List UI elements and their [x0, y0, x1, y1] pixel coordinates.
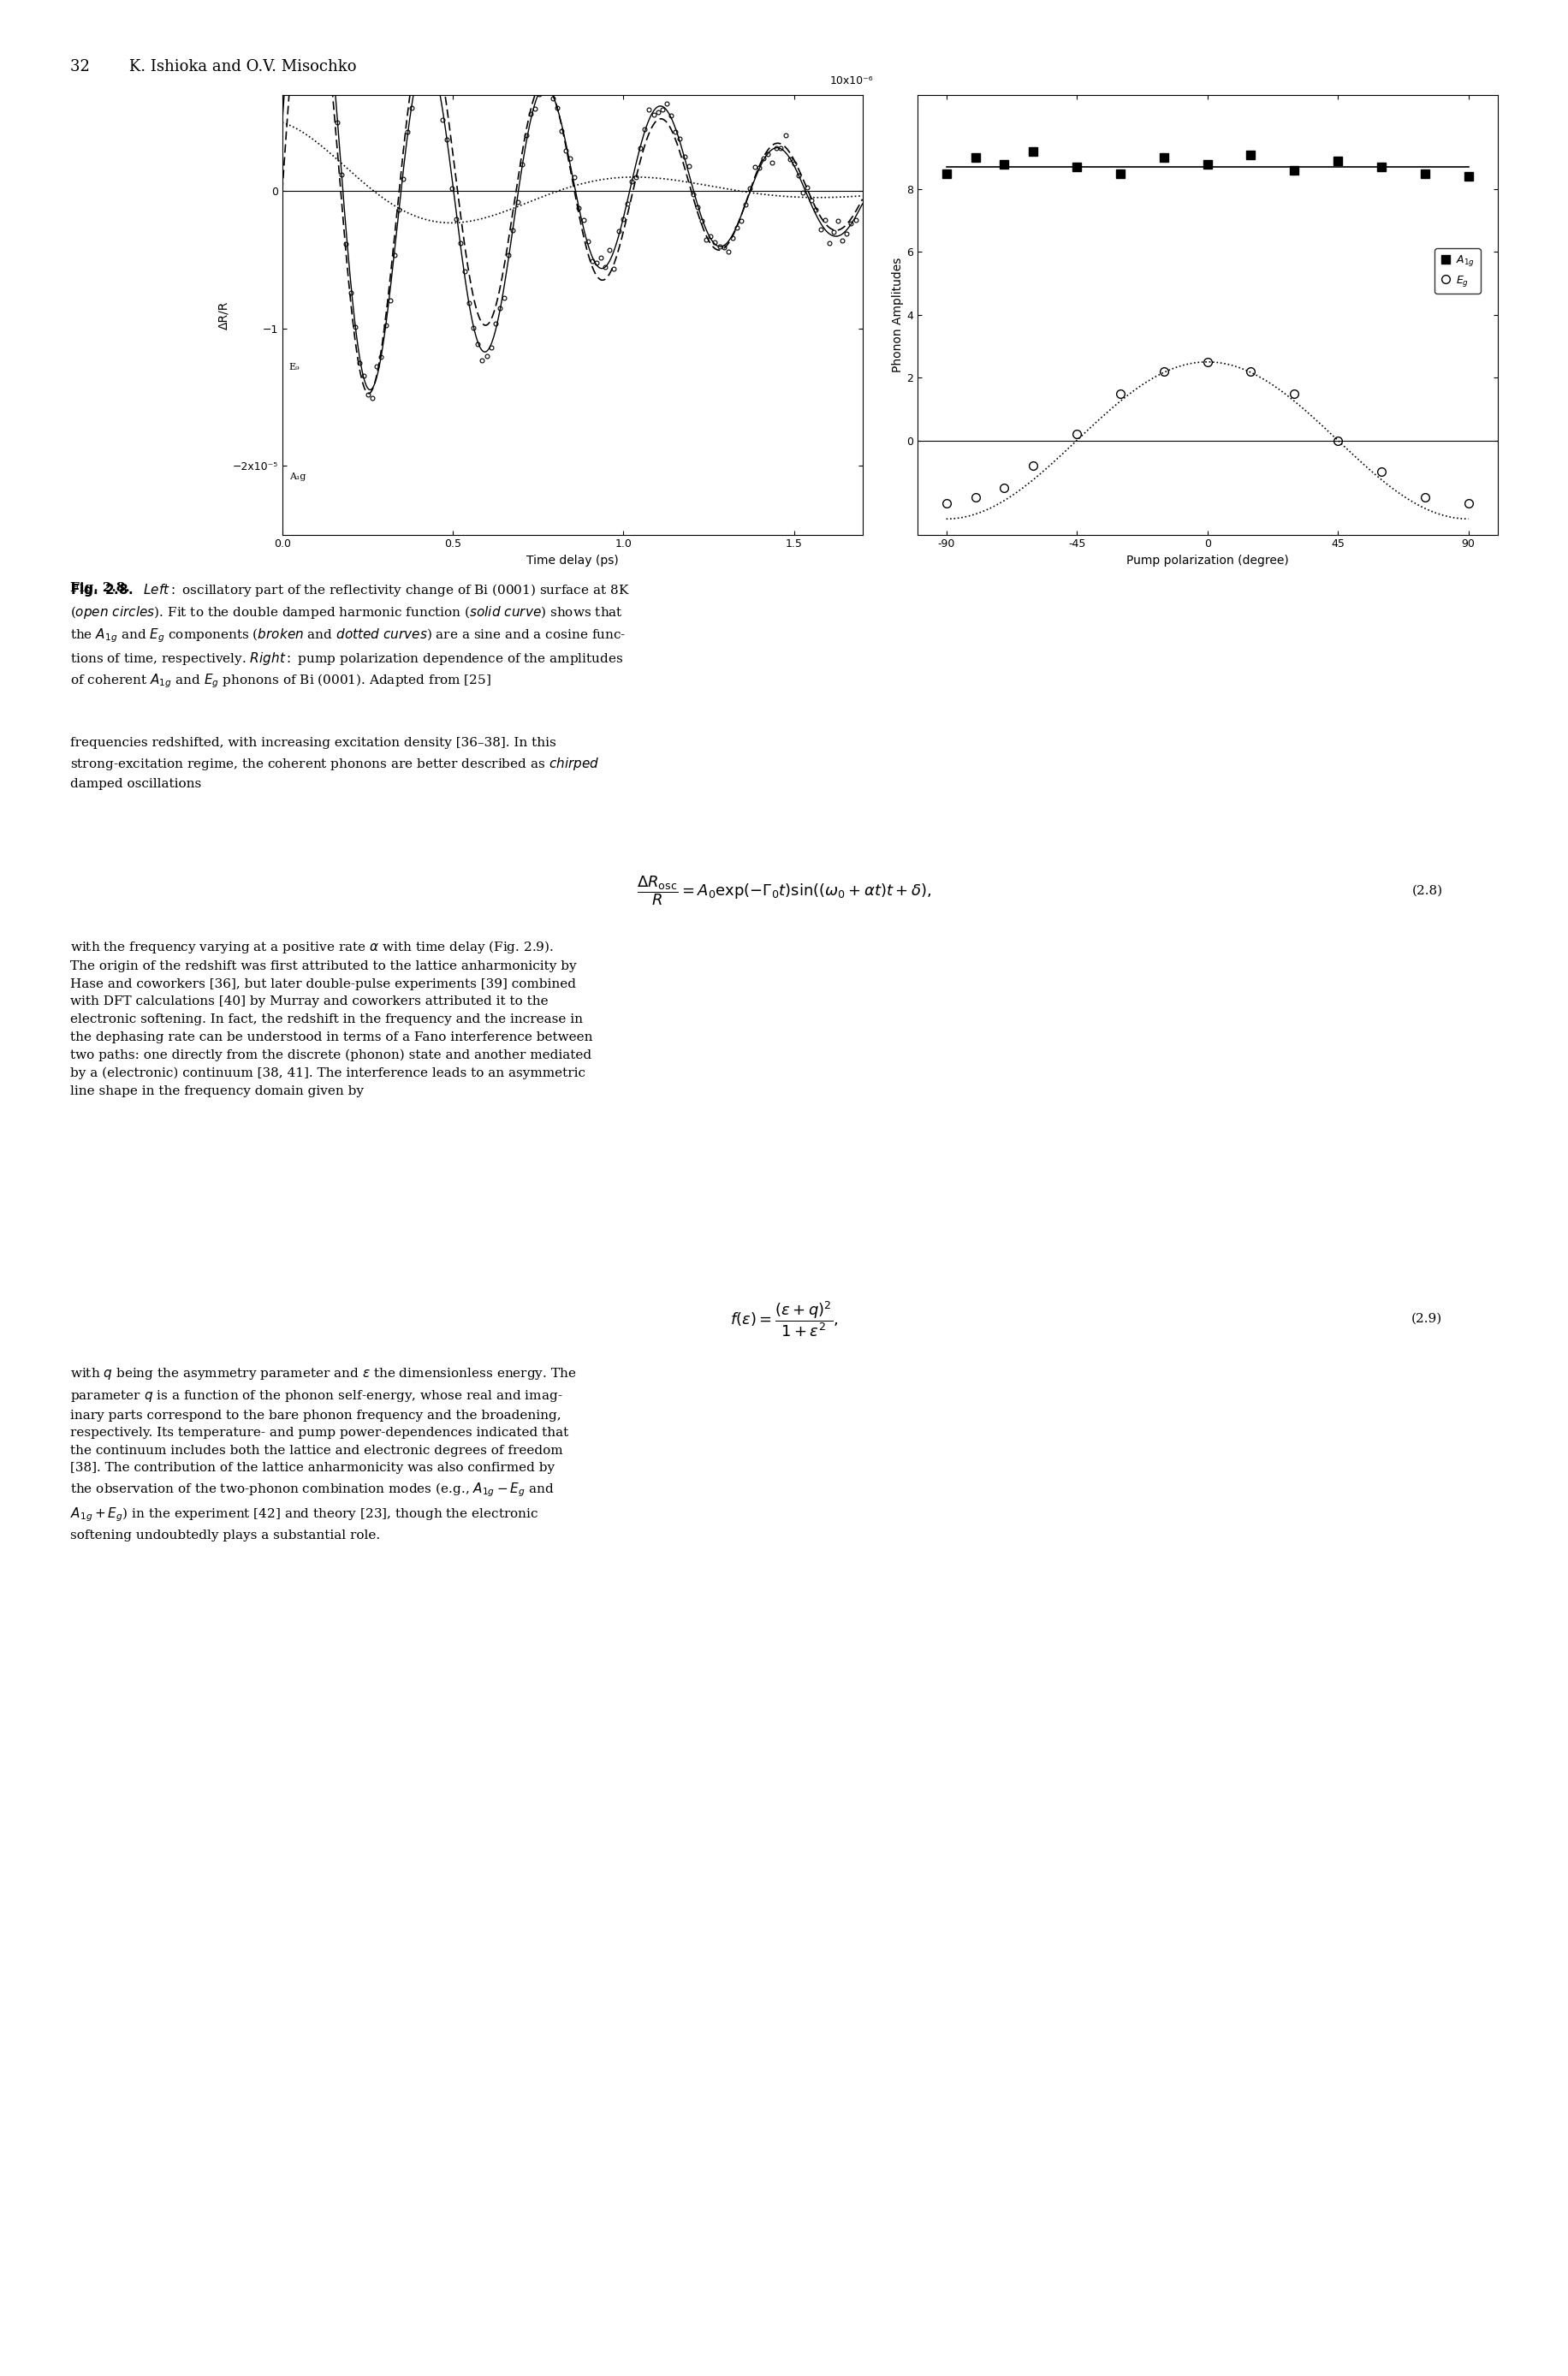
Line: $A_{1g}$: $A_{1g}$: [942, 147, 1472, 181]
$E_g$: [1372, 459, 1391, 487]
$E_g$: [1284, 380, 1303, 409]
$A_{1g}$: [1198, 150, 1217, 178]
$E_g$: [994, 473, 1013, 501]
$E_g$: [1154, 356, 1173, 385]
Text: (2.9): (2.9): [1411, 1312, 1443, 1326]
Text: Fig. 2.8.: Fig. 2.8.: [71, 582, 130, 594]
$E_g$: [1416, 482, 1435, 511]
Legend: $A_{1g}$, $E_g$: $A_{1g}$, $E_g$: [1435, 247, 1480, 295]
$A_{1g}$: [1284, 157, 1303, 185]
$A_{1g}$: [1458, 162, 1477, 190]
Line: $E_g$: $E_g$: [942, 359, 1472, 508]
$A_{1g}$: [1328, 147, 1347, 176]
$A_{1g}$: [994, 150, 1013, 178]
Text: $f(\epsilon) = \dfrac{(\epsilon + q)^2}{1 + \epsilon^2},$: $f(\epsilon) = \dfrac{(\epsilon + q)^2}{…: [729, 1300, 839, 1338]
Text: (2.8): (2.8): [1411, 884, 1443, 898]
X-axis label: Time delay (ps): Time delay (ps): [527, 554, 618, 565]
$A_{1g}$: [1372, 152, 1391, 181]
$A_{1g}$: [1242, 140, 1261, 169]
Text: with $q$ being the asymmetry parameter and $\epsilon$ the dimensionless energy. : with $q$ being the asymmetry parameter a…: [71, 1366, 577, 1542]
Text: $\bf{Fig.\ 2.8.}$  $\it{Left:}$ oscillatory part of the reflectivity change of B: $\bf{Fig.\ 2.8.}$ $\it{Left:}$ oscillato…: [71, 582, 630, 689]
$A_{1g}$: [1110, 159, 1129, 188]
X-axis label: Pump polarization (degree): Pump polarization (degree): [1126, 554, 1289, 565]
$E_g$: [1024, 451, 1043, 480]
$E_g$: [1068, 421, 1087, 449]
$A_{1g}$: [1416, 159, 1435, 188]
Text: A₁g: A₁g: [289, 473, 306, 482]
$E_g$: [966, 482, 985, 511]
$A_{1g}$: [966, 143, 985, 171]
$E_g$: [1198, 347, 1217, 375]
$E_g$: [1328, 425, 1347, 454]
$A_{1g}$: [1154, 143, 1173, 171]
$A_{1g}$: [1024, 138, 1043, 166]
Y-axis label: Phonon Amplitudes: Phonon Amplitudes: [892, 257, 903, 373]
Text: frequencies redshifted, with increasing excitation density [36–38]. In this
stro: frequencies redshifted, with increasing …: [71, 737, 601, 789]
$E_g$: [1242, 356, 1261, 385]
$E_g$: [1110, 380, 1129, 409]
$E_g$: [1458, 489, 1477, 518]
$A_{1g}$: [936, 159, 955, 188]
$E_g$: [936, 489, 955, 518]
Y-axis label: ΔR/R: ΔR/R: [218, 299, 230, 330]
Text: 32        K. Ishioka and O.V. Misochko: 32 K. Ishioka and O.V. Misochko: [71, 59, 358, 74]
Text: 10x10⁻⁶: 10x10⁻⁶: [831, 76, 873, 86]
Text: E₉: E₉: [289, 364, 299, 371]
Text: with the frequency varying at a positive rate $\alpha$ with time delay (Fig. 2.9: with the frequency varying at a positive…: [71, 939, 593, 1098]
$A_{1g}$: [1068, 152, 1087, 181]
Text: $\dfrac{\Delta R_{\mathrm{osc}}}{R} = A_0 \exp(-\Gamma_0 t) \sin((\omega_0 + \al: $\dfrac{\Delta R_{\mathrm{osc}}}{R} = A_…: [637, 874, 931, 908]
